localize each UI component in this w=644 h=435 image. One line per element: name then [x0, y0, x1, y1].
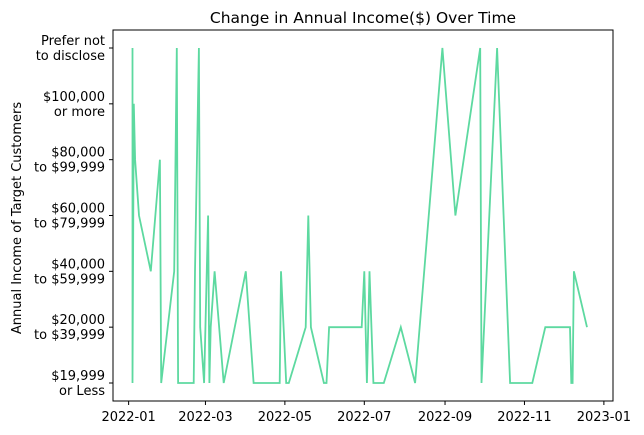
- y-tick-label: $19,999 or Less: [51, 369, 105, 399]
- y-tick-label: Prefer not to disclose: [36, 34, 105, 64]
- chart-marks: $19,999 or Less $20,000 to $39,999 $40,000 to…: [34, 34, 631, 425]
- y-tick-label: $40,000 to $59,999: [34, 257, 105, 287]
- y-axis-label: Annual Income of Target Customers: [10, 102, 25, 334]
- x-tick-label: 2022-01: [101, 410, 155, 425]
- x-tick-label: 2022-07: [337, 410, 391, 425]
- chart-title: Change in Annual Income($) Over Time: [210, 9, 516, 27]
- y-tick-label: $20,000 to $39,999: [34, 313, 105, 343]
- x-tick-label: 2023-01: [577, 410, 631, 425]
- series-line: [131, 47, 588, 384]
- x-tick-label: 2022-11: [497, 410, 551, 425]
- x-tick-label: 2022-03: [178, 410, 232, 425]
- x-tick-label: 2022-09: [418, 410, 472, 425]
- y-tick-label: $80,000 to $99,999: [34, 146, 105, 176]
- x-tick-label: 2022-05: [258, 410, 312, 425]
- y-tick-label: $100,000 or more: [43, 90, 105, 120]
- plot-frame: [112, 29, 614, 402]
- y-tick-label: $60,000 to $79,999: [34, 202, 105, 232]
